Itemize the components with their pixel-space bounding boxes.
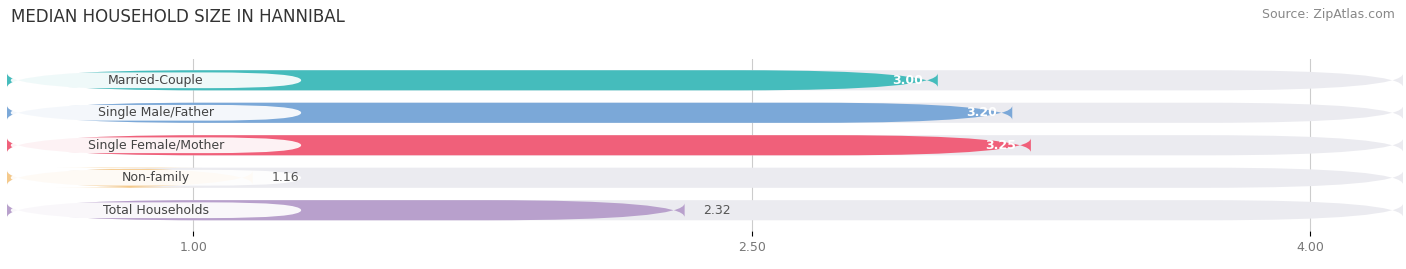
FancyBboxPatch shape <box>11 202 301 218</box>
FancyBboxPatch shape <box>7 135 1403 155</box>
FancyBboxPatch shape <box>7 200 685 220</box>
FancyBboxPatch shape <box>7 70 938 90</box>
Text: Single Female/Mother: Single Female/Mother <box>87 139 224 152</box>
Text: Total Households: Total Households <box>103 204 209 217</box>
FancyBboxPatch shape <box>11 105 301 121</box>
FancyBboxPatch shape <box>7 70 1403 90</box>
FancyBboxPatch shape <box>7 135 1031 155</box>
Text: Married-Couple: Married-Couple <box>108 74 204 87</box>
Text: 1.16: 1.16 <box>271 171 299 184</box>
Text: 3.25: 3.25 <box>986 139 1017 152</box>
FancyBboxPatch shape <box>11 170 301 186</box>
FancyBboxPatch shape <box>11 72 301 88</box>
Text: Single Male/Father: Single Male/Father <box>98 106 214 119</box>
Text: MEDIAN HOUSEHOLD SIZE IN HANNIBAL: MEDIAN HOUSEHOLD SIZE IN HANNIBAL <box>11 8 344 26</box>
Text: 3.00: 3.00 <box>891 74 922 87</box>
Text: 3.20: 3.20 <box>966 106 997 119</box>
FancyBboxPatch shape <box>7 103 1403 123</box>
FancyBboxPatch shape <box>7 103 1012 123</box>
FancyBboxPatch shape <box>7 168 1403 188</box>
Text: Source: ZipAtlas.com: Source: ZipAtlas.com <box>1261 8 1395 21</box>
FancyBboxPatch shape <box>7 200 1403 220</box>
FancyBboxPatch shape <box>11 137 301 153</box>
Text: Non-family: Non-family <box>122 171 190 184</box>
Text: 2.32: 2.32 <box>703 204 731 217</box>
FancyBboxPatch shape <box>7 168 253 188</box>
